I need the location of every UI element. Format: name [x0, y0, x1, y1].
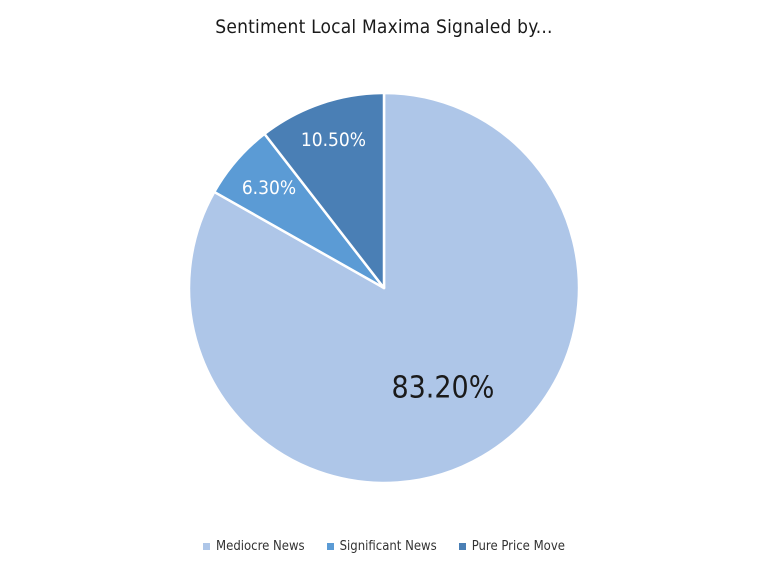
legend-swatch-significant-news: [326, 543, 334, 550]
legend-item-significant-news: Significant News: [326, 539, 437, 554]
data-label-pure-price-move: 10.50%: [301, 129, 366, 151]
legend-item-mediocre-news: Mediocre News: [203, 539, 305, 554]
legend-label-pure-price-move: Pure Price Move: [471, 539, 565, 554]
legend-swatch-mediocre-news: [203, 543, 211, 550]
chart-legend: Mediocre News Significant News Pure Pric…: [0, 539, 768, 554]
legend-item-pure-price-move: Pure Price Move: [458, 539, 565, 554]
data-label-mediocre-news: 83.20%: [391, 371, 494, 406]
data-label-significant-news: 6.30%: [242, 177, 296, 199]
legend-label-mediocre-news: Mediocre News: [216, 539, 305, 554]
pie-slice-pure-price-move: [263, 91, 386, 290]
legend-swatch-pure-price-move: [458, 543, 466, 550]
legend-label-significant-news: Significant News: [339, 539, 437, 554]
chart-title: Sentiment Local Maxima Signaled by...: [215, 16, 553, 38]
